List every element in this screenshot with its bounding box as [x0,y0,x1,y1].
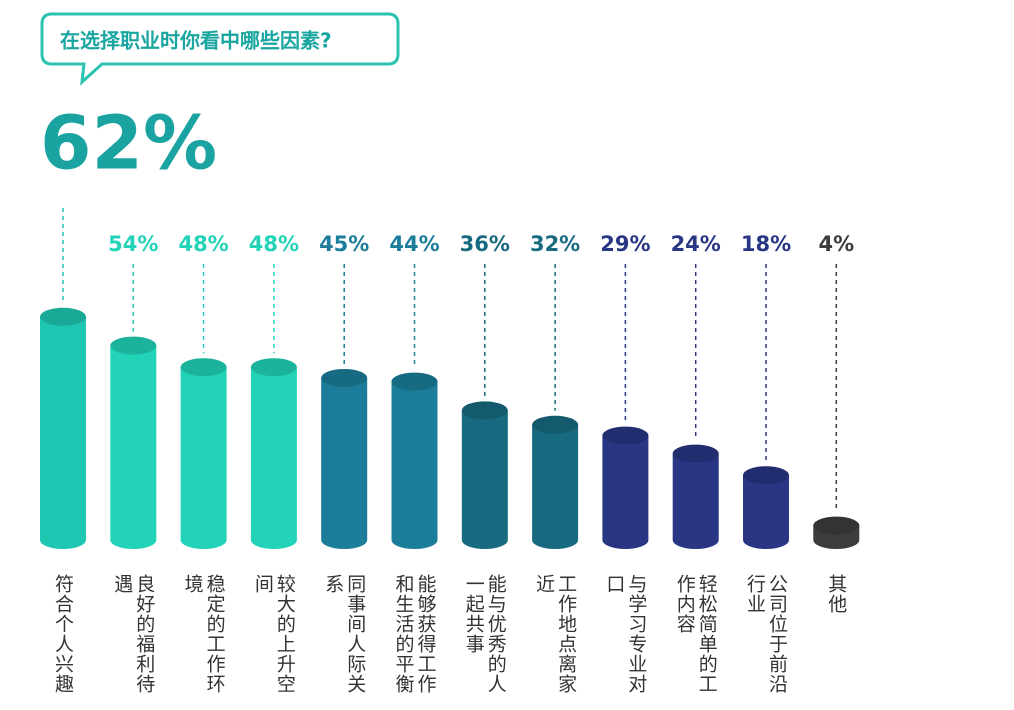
bar-top [321,369,368,387]
category-label: 较大的上升空间 [251,574,296,694]
bar-top-shade [180,358,227,377]
bar-top [672,444,719,463]
value-label: 29% [600,232,650,256]
value-label: 18% [741,232,791,256]
bar [532,424,579,540]
bar-top [110,336,157,355]
bar [321,378,368,540]
category-label: 公司位于前沿行业 [744,574,788,694]
value-label: 32% [530,232,580,256]
bar [250,367,297,540]
bar-top-shade [602,426,649,445]
category-label: 能与优秀的人一起共事 [462,574,507,694]
bar-top-shade [461,401,508,420]
value-label: 45% [319,232,369,256]
category-label: 良好的福利待遇 [111,574,156,694]
bar-top [532,415,579,434]
bar [672,453,719,540]
bar [461,410,508,540]
bar-top-shade [321,369,368,387]
title-callout [40,12,400,86]
value-label: 4% [818,232,854,256]
value-label: 62% [40,101,217,187]
bar [180,367,227,540]
value-label: 48% [178,232,228,256]
category-label: 工作地点离家近 [533,574,578,694]
bar-top-shade [40,307,86,326]
bar-top-shade [813,516,860,535]
bar-top [743,466,789,485]
bar-top-shade [250,358,297,377]
value-label: 44% [389,232,439,256]
bar [743,475,789,540]
category-label: 轻松简单的工作内容 [673,574,718,694]
value-label: 48% [249,232,299,256]
category-label: 与学习专业对口 [603,574,648,694]
bar-top [250,358,297,377]
bar-top [40,307,86,326]
bar-top-shade [532,415,579,434]
bar [602,435,649,540]
bar-top-shade [391,372,438,391]
bar-top [180,358,227,377]
value-label: 24% [671,232,721,256]
bar-top-shade [672,444,719,463]
bar-top-shade [743,466,789,485]
category-label: 符合个人兴趣 [52,574,74,694]
category-label: 其他 [825,574,848,614]
bar-top [813,516,860,535]
bar-top-shade [110,336,157,355]
category-label: 同事间人际关系 [322,574,367,694]
value-label: 54% [108,232,158,256]
value-label: 36% [460,232,510,256]
bar-top [461,401,508,420]
bar [391,381,438,540]
category-label: 稳定的工作环境 [181,574,226,694]
bar-top [602,426,649,445]
category-label: 能够获得工作和生活的平衡 [392,574,437,694]
chart-title: 在选择职业时你看中哪些因素? [60,29,332,53]
bar [110,345,157,540]
bar-top [391,372,438,391]
bar [40,316,86,540]
